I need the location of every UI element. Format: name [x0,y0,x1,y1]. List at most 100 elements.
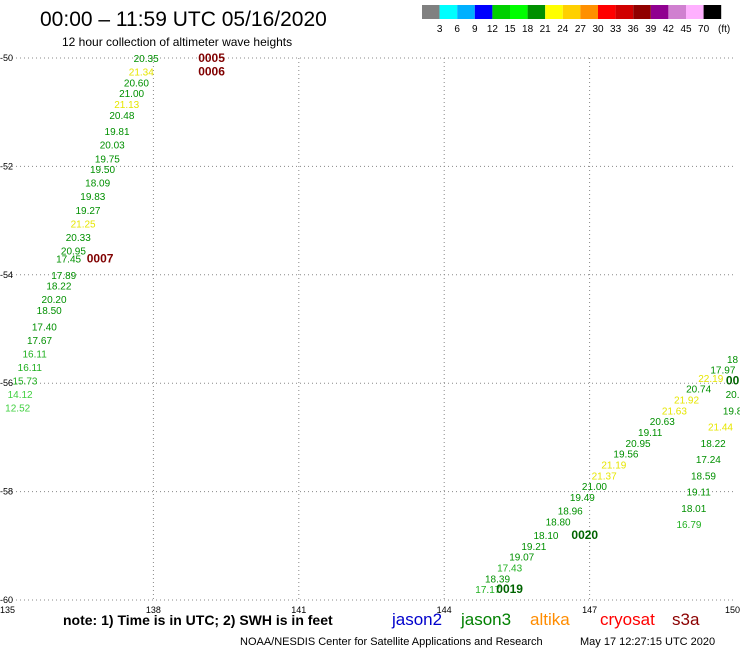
legend-swatch [633,5,651,19]
pass-number-label: 0020 [571,528,598,542]
legend-swatch [527,5,546,19]
y-tick-label: -56 [0,378,13,388]
legend-tick-label: 18 [522,24,534,35]
wave-height-label: 17.67 [27,336,52,347]
x-tick-label: 144 [437,605,452,615]
wave-height-label: 18.09 [85,179,110,190]
footer-note: note: 1) Time is in UTC; 2) SWH is in fe… [63,612,333,628]
chart-subtitle: 12 hour collection of altimeter wave hei… [62,35,292,49]
legend-tick-label: 45 [680,24,692,35]
satellite-s3a: s3a [672,610,700,629]
wave-height-label: 16.11 [23,349,48,360]
legend-tick-label: 42 [663,24,675,35]
wave-height-label: 20.74 [686,385,711,396]
legend-swatch [580,5,598,19]
wave-height-label: 21.37 [592,471,617,482]
wave-height-label: 20.03 [100,141,125,152]
wave-height-label: 18.59 [691,471,716,482]
y-tick-label: -52 [0,161,13,171]
wave-height-label: 18.96 [558,507,583,518]
legend-swatch [668,5,686,19]
axis-ticks: 135 138 141 144 147 150 -50 -52 -54 -56 -58 -60 [0,53,740,615]
legend-tick-label: 3 [437,24,443,35]
wave-height-label: 17.40 [32,322,57,333]
wave-height-label: 21.00 [119,89,144,100]
legend-swatch [439,5,458,19]
wave-height-label: 19.8 [723,406,740,417]
satellite-jason2: jason2 [391,610,442,629]
wave-height-label: 20.33 [66,233,91,244]
wave-height-label: 19.07 [509,553,534,564]
wave-height-label: 21.44 [708,423,733,434]
legend-tick-label: 33 [610,24,622,35]
wave-height-label: 21.19 [601,461,626,472]
pass-number-label: 00 [726,373,740,387]
satellite-altika: altika [530,610,570,629]
legend-tick-label: 12 [487,24,499,35]
wave-height-label: 19.75 [95,154,120,165]
wave-height-label: 19.81 [105,127,130,138]
wave-height-label: 12.52 [5,404,30,415]
legend-swatch [510,5,528,19]
wave-height-label: 20.60 [124,78,149,89]
legend-tick-label: 9 [472,24,478,35]
legend-swatch [703,5,722,19]
wave-height-label: 21.34 [129,68,154,79]
legend-tick-label: 70 [698,24,710,35]
x-tick-label: 150 [725,605,740,615]
wave-height-label: 21.63 [662,406,687,417]
data-marks: 20.3521.3420.6021.0021.1320.4819.8120.03… [5,51,740,596]
wave-height-label: 20.95 [61,246,86,257]
wave-height-label: 21.25 [71,219,96,230]
wave-height-label: 18 [727,355,739,366]
wave-height-label: 17.17 [475,585,500,596]
legend-tick-label: 39 [645,24,657,35]
legend-swatch [545,5,563,19]
wave-height-label: 18.39 [485,574,510,585]
wave-height-label: 19.11 [638,428,663,439]
wave-height-label: 16.11 [18,363,43,374]
footer-credit: NOAA/NESDIS Center for Satellite Applica… [240,636,543,648]
wave-height-label: 19.49 [570,493,595,504]
wave-height-label: 22.19 [698,374,723,385]
legend-tick-label: 6 [454,24,460,35]
wave-height-label: 17.97 [710,366,735,377]
pass-number-label: 0005 [198,51,225,65]
wave-height-label: 21.00 [582,482,607,493]
wave-height-label: 20. [726,390,740,401]
legend-tick-label: 24 [557,24,569,35]
plot-area: 135 138 141 144 147 150 -50 -52 -54 -56 -58 -60 20.… [0,51,740,615]
wave-height-label: 19.11 [687,488,712,499]
legend-swatch [598,5,616,19]
wave-height-label: 15.73 [12,376,37,387]
wave-height-label: 20.20 [42,295,67,306]
satellite-cryosat: cryosat [600,610,655,629]
wave-height-label: 17.89 [51,271,76,282]
wave-height-label: 16.79 [676,520,701,531]
legend-swatch [492,5,510,19]
wave-height-label: 19.21 [521,542,546,553]
legend-tick-label: 15 [504,24,516,35]
wave-height-label: 18.22 [46,282,71,293]
wave-height-label: 19.50 [90,165,115,176]
pass-number-label: 0006 [198,65,225,79]
wave-height-label: 21.13 [114,100,139,111]
wave-height-label: 20.63 [650,417,675,428]
satellite-legend: jason2 jason3 altika cryosat s3a [391,610,700,629]
legend-swatch [615,5,634,19]
x-tick-label: 135 [0,605,15,615]
legend-swatch [422,5,440,19]
legend-swatch [457,5,475,19]
legend-tick-label: 36 [628,24,640,35]
legend-tick-label: 27 [575,24,587,35]
wave-height-label: 19.83 [80,192,105,203]
x-tick-label: 147 [582,605,597,615]
wave-height-label: 20.48 [109,111,134,122]
wave-height-label: 18.50 [37,306,62,317]
x-tick-label: 141 [291,605,306,615]
y-tick-label: -54 [0,270,13,280]
wave-height-label: 19.27 [75,206,100,217]
legend-swatch [474,5,493,19]
legend-unit: (ft) [718,24,730,35]
legend-tick-label: 30 [592,24,604,35]
